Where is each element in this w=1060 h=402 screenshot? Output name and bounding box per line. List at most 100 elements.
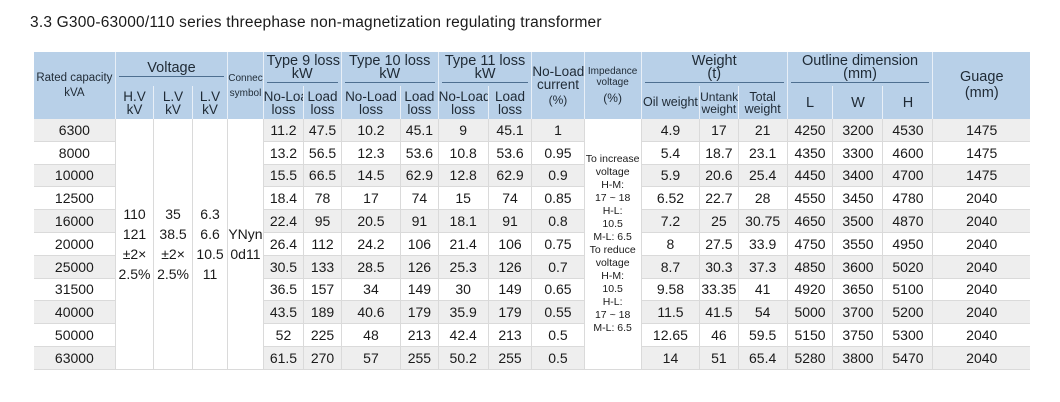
total-weight-cell: 21 [737,119,788,142]
type9-noload-cell: 15.5 [262,164,304,188]
total-weight-cell: 28 [737,186,788,211]
oil-weight-cell: 12.65 [640,323,700,347]
length-cell: 5280 [786,346,833,370]
type10-load-cell: 53.6 [400,141,439,165]
impedance-merged-cell-line: 17 ~ 18 [594,191,631,204]
lv1-header: L.V kV [153,86,193,119]
impedance-merged-cell-line: M-L: 6.5 [593,230,632,243]
impedance-merged-cell-line: M-L: 6.5 [593,321,632,334]
length-cell: 4350 [786,141,833,165]
type9-load-cell: 47.5 [303,119,342,142]
type9-load-cell: 66.5 [303,164,342,188]
noload-current-cell: 0.9 [531,164,584,188]
oil-weight-cell: 11.5 [640,300,700,325]
rated-capacity-cell: 6300 [34,119,116,142]
total-weight-cell: 59.5 [737,323,788,347]
type10-noload-cell: 24.2 [340,232,401,256]
connection-merged-cell-line: YNyn [228,225,263,242]
rated-capacity-cell: 40000 [34,300,116,325]
untanking-weight-cell: 51 [699,346,739,370]
type10-noload-cell: 12.3 [340,141,401,165]
type11-load-cell: 126 [487,255,532,279]
type9-noload-cell: 11.2 [262,119,304,142]
rated-capacity-cell: 50000 [34,323,116,347]
lv1-merged-cell-line: 2.5% [157,265,189,282]
lv1-merged-cell-line: 38.5 [159,225,187,242]
total-weight-cell: 30.75 [737,209,788,233]
hv-merged-cell-line: 121 [122,225,147,242]
rated-capacity-cell: 25000 [34,255,116,279]
guage-cell: 2040 [932,232,1030,256]
width-cell: 3500 [832,209,883,233]
height-cell: 5470 [882,346,933,370]
guage-cell: 2040 [932,300,1030,325]
height-cell: 4950 [882,232,933,256]
length-cell: 5000 [786,300,833,325]
type9-noload-cell: 43.5 [262,300,304,325]
type10-noload-cell: 34 [340,278,401,302]
guage-cell: 2040 [932,323,1030,347]
untanking-weight-cell: 25 [699,209,739,233]
height-header: H [882,86,933,119]
type11-load-cell: 149 [487,278,532,302]
type11-noload-cell: 35.9 [437,300,489,325]
hv-merged-cell-line: 2.5% [118,265,151,282]
length-cell: 5150 [786,323,833,347]
noload-current-cell: 0.55 [531,300,584,325]
type10-header: Type 10 loss kW [340,52,439,86]
table-row: 31500 36.5 157 34 149 30 149 0.65 9.58 33.35 41 492… [34,278,1030,302]
length-cell: 4850 [786,255,833,279]
type9-noload-cell: 61.5 [262,346,304,370]
type11-header: Type 11 loss kW [437,52,532,86]
oil-weight-cell: 8.7 [640,255,700,279]
oil-weight-cell: 7.2 [640,209,700,233]
type10-load-cell: 62.9 [400,164,439,188]
page-title: 3.3 G300-63000/110 series threephase non… [30,14,602,31]
type9-noload-cell: 18.4 [262,186,304,211]
table-row: 16000 22.4 95 20.5 91 18.1 91 0.8 7.2 25 30.75 4650… [34,209,1030,233]
hv-merged-cell: 110 121 ±2× 2.5% [114,119,154,370]
total-weight-cell: 33.9 [737,232,788,256]
height-cell: 4530 [882,119,933,142]
spec-table-wrapper: Rated capacity kVA Voltage Connection sy… [34,52,1030,370]
type11-load-header: Load loss [487,86,532,119]
type10-noload-cell: 57 [340,346,401,370]
type11-noload-cell: 25.3 [437,255,489,279]
type10-load-cell: 45.1 [400,119,439,142]
type11-noload-header: No-Load loss [437,86,489,119]
oil-weight-header: Oil weight [640,86,700,119]
type9-load-cell: 270 [303,346,342,370]
untanking-weight-cell: 46 [699,323,739,347]
type9-load-cell: 133 [303,255,342,279]
lv1-merged-cell-line: 35 [165,205,181,222]
type9-load-cell: 225 [303,323,342,347]
lv1-merged-cell-line: ±2× [161,245,185,262]
lv2-merged-cell-line: 6.3 [200,205,220,222]
rated-capacity-cell: 16000 [34,209,116,233]
oil-weight-cell: 6.52 [640,186,700,211]
noload-current-cell: 1 [531,119,584,142]
impedance-merged-cell-line: voltage [595,165,630,178]
type10-load-cell: 255 [400,346,439,370]
noload-current-cell: 0.7 [531,255,584,279]
table-row: 12500 18.4 78 17 74 15 74 0.85 6.52 22.7 28 4550 345… [34,186,1030,211]
rated-capacity-header: Rated capacity kVA [34,52,116,119]
impedance-merged-cell-line: 10.5 [602,217,623,230]
type11-load-cell: 179 [487,300,532,325]
untanking-weight-cell: 30.3 [699,255,739,279]
impedance-merged-cell-line: 17 ~ 18 [594,308,631,321]
width-cell: 3550 [832,232,883,256]
total-weight-cell: 41 [737,278,788,302]
untanking-weight-cell: 41.5 [699,300,739,325]
width-cell: 3600 [832,255,883,279]
type10-load-cell: 126 [400,255,439,279]
oil-weight-cell: 8 [640,232,700,256]
type11-load-cell: 62.9 [487,164,532,188]
guage-cell: 2040 [932,278,1030,302]
table-row: 20000 26.4 112 24.2 106 21.4 106 0.75 8 27.5 33.9 4… [34,232,1030,256]
length-cell: 4450 [786,164,833,188]
type10-noload-cell: 10.2 [340,119,401,142]
noload-current-cell: 0.5 [531,346,584,370]
width-header: W [832,86,883,119]
